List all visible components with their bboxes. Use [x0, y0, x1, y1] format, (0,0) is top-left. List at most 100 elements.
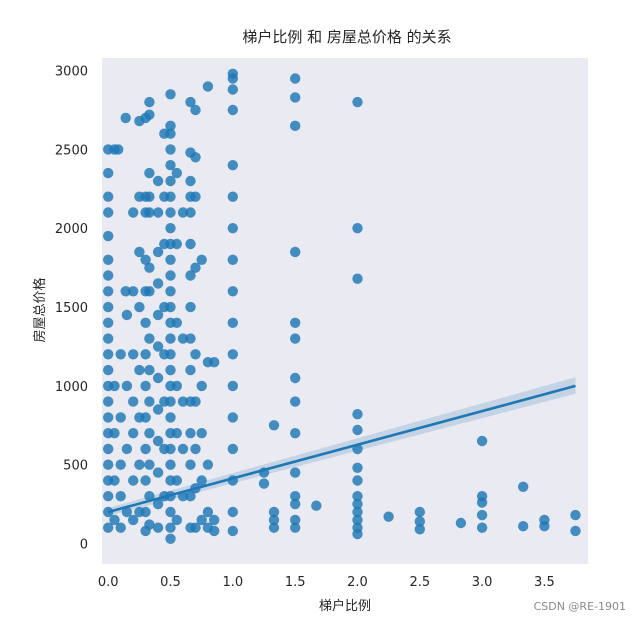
scatter-point: [144, 109, 155, 120]
scatter-point: [185, 428, 196, 439]
scatter-point: [539, 521, 550, 532]
scatter-point: [140, 475, 151, 486]
watermark: CSDN @RE-1901: [533, 600, 626, 613]
scatter-point: [290, 522, 301, 533]
scatter-point: [165, 522, 176, 533]
scatter-point: [165, 207, 176, 218]
scatter-point: [268, 514, 280, 526]
x-tick-label: 0.5: [160, 575, 181, 590]
scatter-point: [144, 396, 155, 407]
scatter-point: [103, 364, 114, 376]
scatter-point: [352, 528, 363, 540]
scatter-point: [177, 396, 189, 407]
scatter-point: [165, 286, 176, 297]
scatter-point: [196, 380, 207, 392]
y-tick-label: 3000: [55, 65, 88, 80]
scatter-point: [383, 511, 394, 522]
scatter-point: [171, 514, 182, 526]
x-tick-label: 3.5: [534, 575, 555, 590]
scatter-point: [165, 412, 176, 423]
scatter-point: [152, 341, 164, 352]
scatter-point: [152, 404, 164, 415]
scatter-point: [290, 73, 301, 84]
scatter-point: [140, 443, 151, 455]
scatter-point: [103, 317, 114, 328]
x-axis-label: 梯户比例: [319, 598, 371, 614]
scatter-point: [128, 286, 139, 297]
scatter-point: [185, 301, 196, 313]
x-tick-label: 1.0: [222, 575, 243, 590]
scatter-point: [103, 191, 114, 202]
scatter-point: [144, 262, 155, 273]
scatter-point: [109, 428, 120, 439]
scatter-point: [171, 317, 182, 328]
scatter-point: [103, 459, 114, 470]
scatter-point: [103, 230, 114, 242]
scatter-point: [128, 396, 139, 407]
x-axis-ticks: 0.0 0.5 1.0 1.5 2.0 2.5 3.0 3.5: [98, 575, 555, 590]
scatter-point: [165, 301, 176, 313]
scatter-point: [227, 380, 238, 392]
scatter-point: [103, 286, 114, 297]
scatter-point: [455, 517, 467, 529]
scatter-point: [185, 364, 196, 376]
scatter-point: [268, 420, 280, 431]
scatter-point: [185, 270, 196, 281]
scatter-point: [227, 223, 238, 234]
scatter-point: [165, 364, 176, 376]
scatter-point: [144, 364, 155, 376]
scatter-point: [109, 475, 120, 486]
scatter-point: [570, 525, 581, 537]
scatter-point: [177, 443, 189, 455]
scatter-point: [227, 160, 238, 171]
scatter-point: [103, 522, 114, 533]
scatter-point: [171, 238, 182, 250]
scatter-point: [290, 120, 301, 131]
scatter-point: [144, 191, 155, 202]
y-tick-label: 2500: [55, 143, 88, 158]
scatter-point: [152, 207, 164, 218]
y-tick-label: 500: [63, 459, 88, 474]
scatter-point: [196, 254, 207, 265]
scatter-point: [140, 506, 151, 518]
scatter-point: [140, 349, 151, 360]
scatter-point: [171, 167, 182, 179]
scatter-point: [290, 92, 301, 103]
scatter-point: [165, 128, 176, 139]
scatter-point: [202, 81, 214, 92]
scatter-point: [128, 514, 139, 526]
x-tick-label: 0.0: [98, 575, 119, 590]
scatter-point: [165, 160, 176, 171]
scatter-point: [185, 238, 196, 250]
scatter-point: [190, 152, 201, 163]
scatter-point: [165, 459, 176, 470]
scatter-point: [144, 491, 155, 502]
scatter-point: [140, 254, 151, 265]
scatter-point: [165, 270, 176, 281]
x-tick-label: 2.5: [409, 575, 430, 590]
scatter-point: [165, 506, 176, 518]
scatter-point: [103, 270, 114, 281]
scatter-point: [190, 262, 201, 273]
scatter-point: [209, 525, 220, 537]
scatter-point: [165, 333, 176, 344]
y-tick-label: 1000: [55, 380, 88, 395]
scatter-point: [258, 478, 270, 489]
scatter-point: [290, 372, 301, 384]
scatter-point: [103, 301, 114, 313]
scatter-point: [103, 412, 114, 423]
scatter-point: [227, 191, 238, 202]
scatter-point: [290, 514, 301, 526]
scatter-point: [227, 286, 238, 297]
scatter-point: [352, 409, 363, 420]
scatter-point: [185, 333, 196, 344]
scatter-point: [476, 509, 488, 521]
scatter-point: [209, 514, 220, 526]
x-tick-label: 1.5: [285, 575, 306, 590]
scatter-point: [165, 89, 176, 100]
scatter-point: [177, 333, 189, 344]
scatter-point: [227, 104, 238, 116]
scatter-point: [144, 207, 155, 218]
scatter-point: [352, 273, 363, 284]
scatter-point: [144, 286, 155, 297]
